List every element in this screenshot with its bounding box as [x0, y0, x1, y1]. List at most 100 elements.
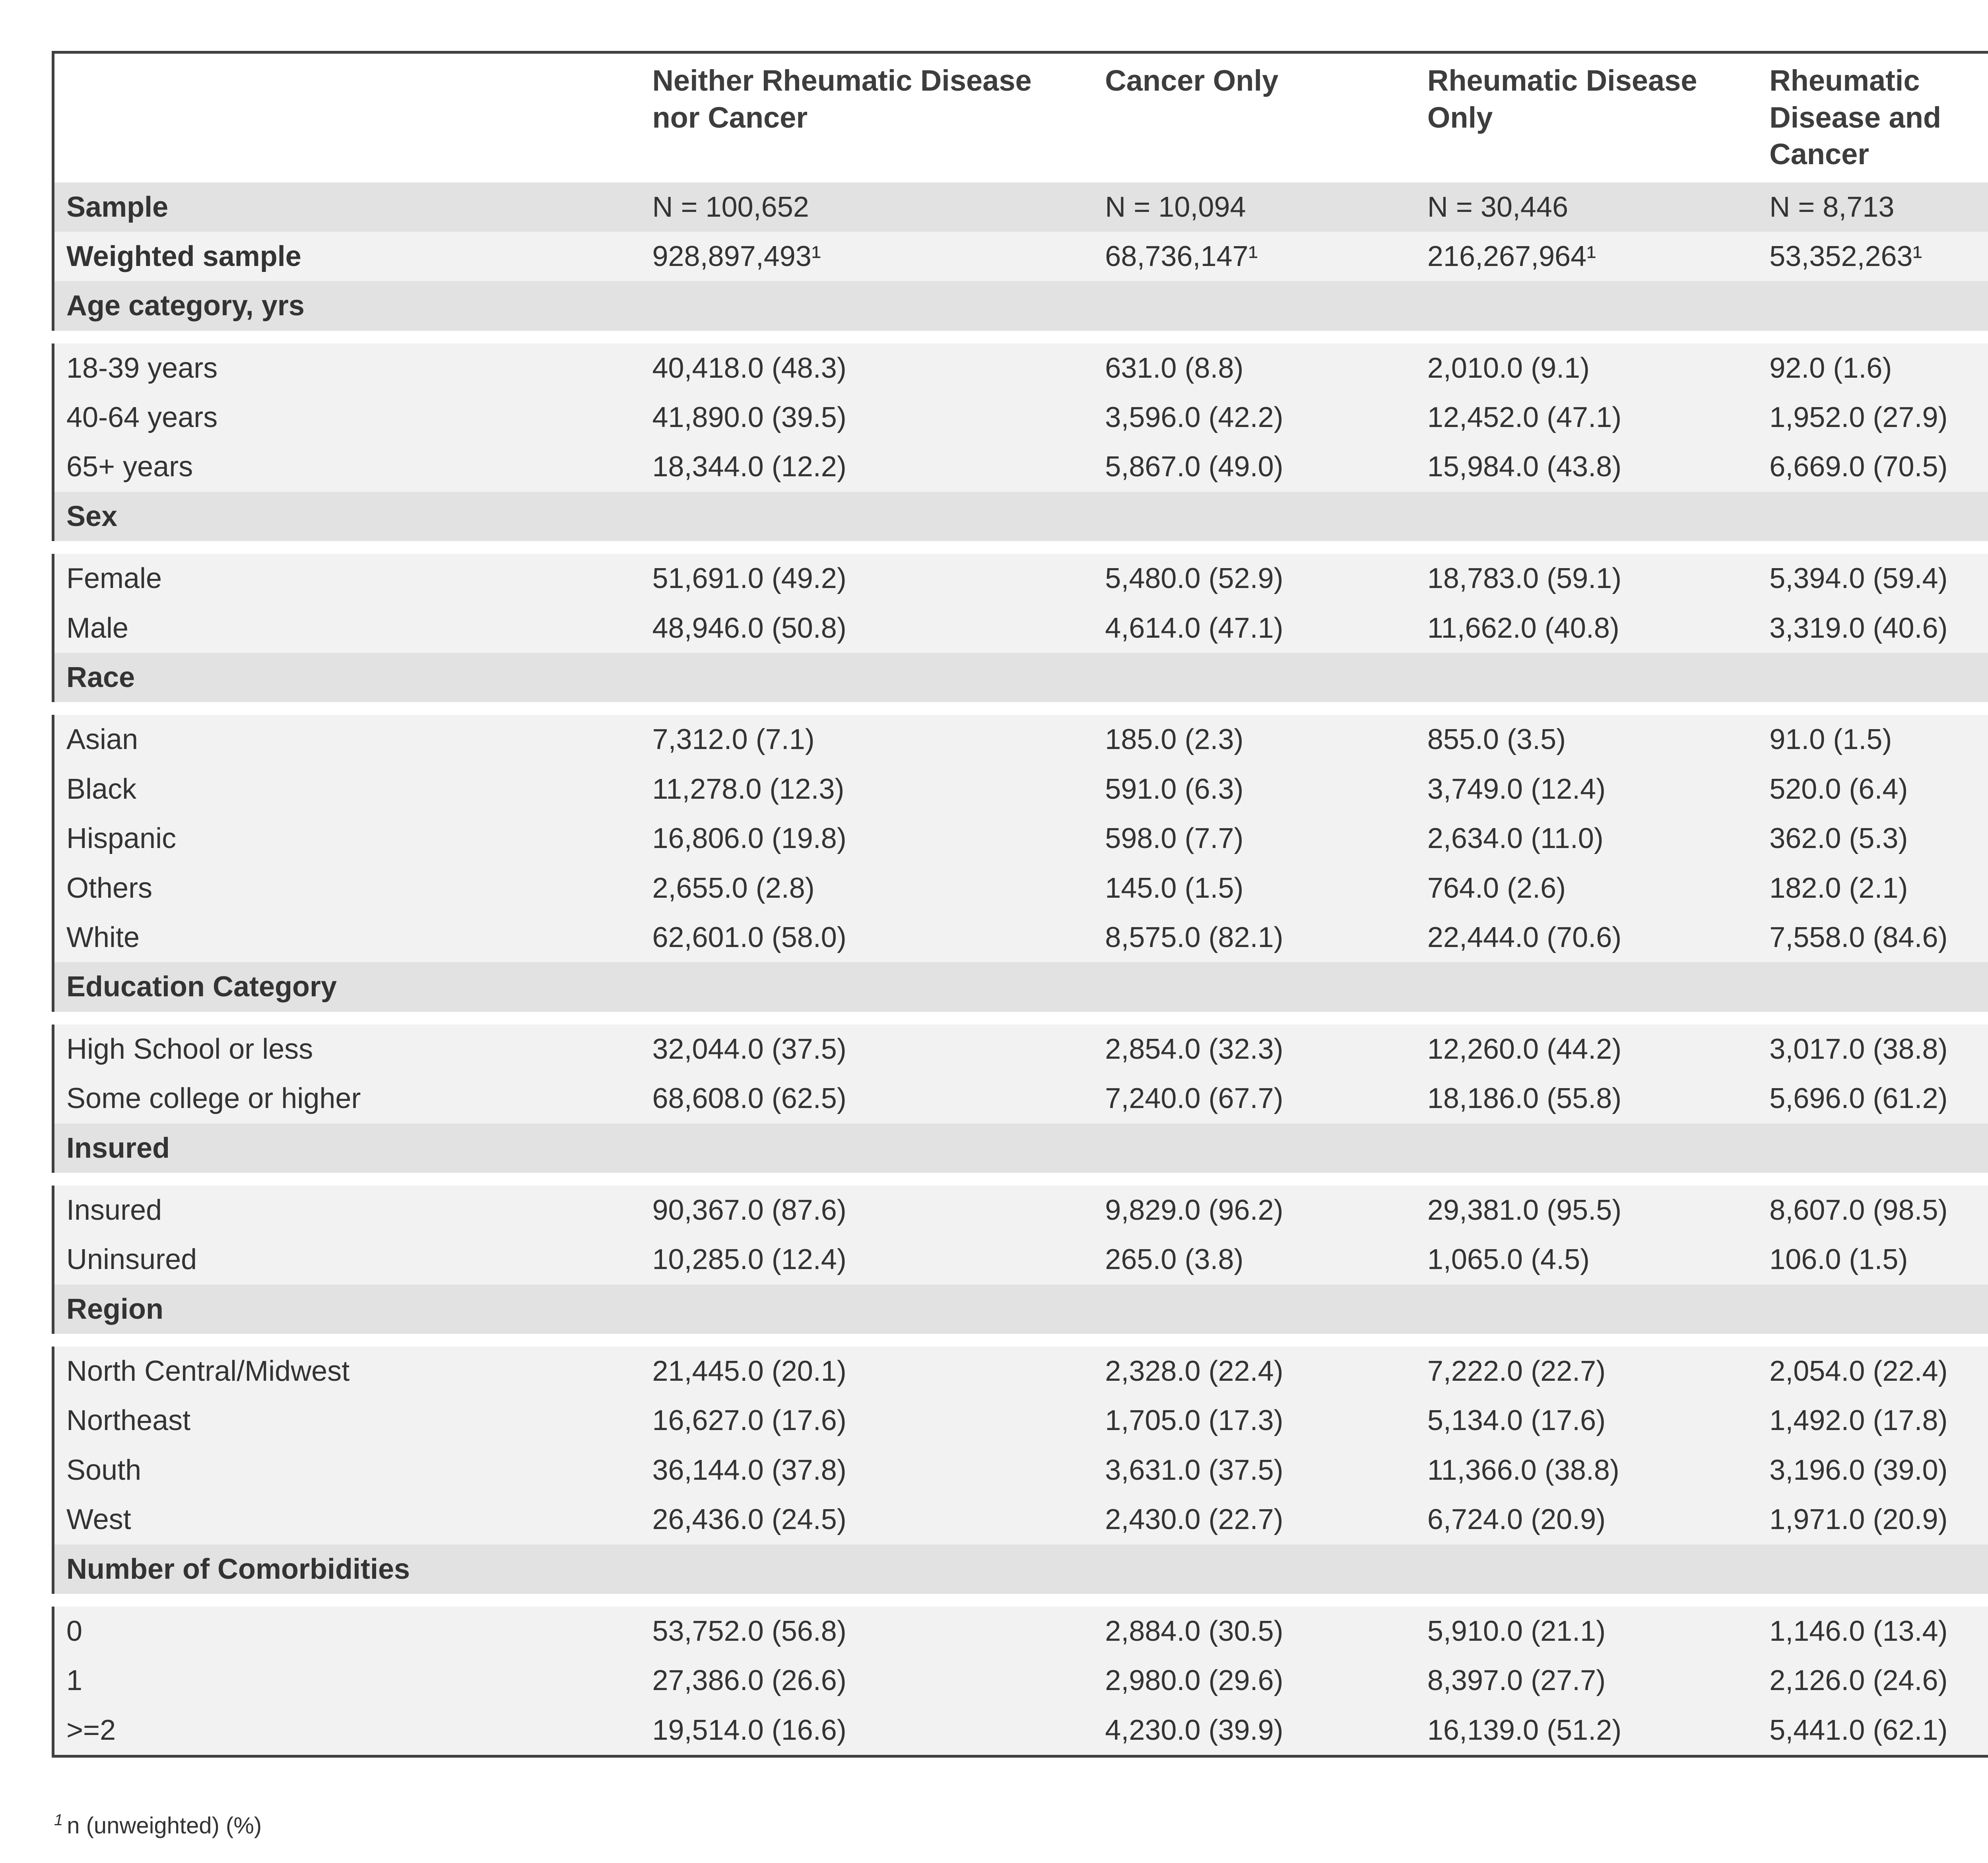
cell-value: 1,146.0 (13.4): [1757, 1600, 1988, 1656]
cell-value: 3,017.0 (38.8): [1757, 1018, 1988, 1074]
cell-value: 8,575.0 (82.1): [1093, 913, 1415, 962]
cell-value: 92.0 (1.6): [1757, 337, 1988, 393]
row-label: Others: [53, 864, 641, 913]
cell-value: 27,386.0 (26.6): [640, 1656, 1093, 1705]
cell-value: 7,240.0 (67.7): [1093, 1074, 1415, 1123]
footnote-marker: 1: [54, 1811, 63, 1829]
cell-value: 2,884.0 (30.5): [1093, 1600, 1415, 1656]
row-label: Sample: [53, 182, 641, 232]
row-label: Male: [53, 604, 641, 653]
cell-value: 21,445.0 (20.1): [640, 1340, 1093, 1396]
cell-value: [1093, 962, 1415, 1018]
section-row: Region: [53, 1285, 1988, 1340]
cell-value: 3,749.0 (12.4): [1415, 765, 1757, 814]
row-label: 1: [53, 1656, 641, 1705]
cell-value: 90,367.0 (87.6): [640, 1179, 1093, 1235]
cell-value: 2,054.0 (22.4): [1757, 1340, 1988, 1396]
section-label: Race: [53, 653, 641, 708]
cell-value: 19,514.0 (16.6): [640, 1706, 1093, 1756]
section-row: Number of Comorbidities: [53, 1545, 1988, 1600]
cell-value: [640, 1285, 1093, 1340]
row-label: Hispanic: [53, 814, 641, 863]
cell-value: 16,627.0 (17.6): [640, 1396, 1093, 1445]
cell-value: 4,614.0 (47.1): [1093, 604, 1415, 653]
cell-value: 3,319.0 (40.6): [1757, 604, 1988, 653]
row-label: High School or less: [53, 1018, 641, 1074]
section-label: Education Category: [53, 962, 641, 1018]
cell-value: 9,829.0 (96.2): [1093, 1179, 1415, 1235]
cell-value: [1093, 1285, 1415, 1340]
row-label: Female: [53, 547, 641, 603]
footnote-text: n (unweighted) (%): [67, 1813, 262, 1839]
row-label: West: [53, 1495, 641, 1544]
column-header: Rheumatic Disease Only: [1415, 52, 1757, 182]
column-header: Cancer Only: [1093, 52, 1415, 182]
section-label: Insured: [53, 1124, 641, 1179]
cell-value: 2,010.0 (9.1): [1415, 337, 1757, 393]
cell-value: 36,144.0 (37.8): [640, 1446, 1093, 1495]
cell-value: 2,328.0 (22.4): [1093, 1340, 1415, 1396]
cell-value: 6,669.0 (70.5): [1757, 442, 1988, 491]
cell-value: [1415, 281, 1757, 337]
cell-value: 91.0 (1.5): [1757, 708, 1988, 764]
cell-value: 68,608.0 (62.5): [640, 1074, 1093, 1123]
cell-value: 1,705.0 (17.3): [1093, 1396, 1415, 1445]
cell-value: 185.0 (2.3): [1093, 708, 1415, 764]
cell-value: [640, 1124, 1093, 1179]
row-label: South: [53, 1446, 641, 1495]
cell-value: 1,492.0 (17.8): [1757, 1396, 1988, 1445]
row-label: Insured: [53, 1179, 641, 1235]
cell-value: 12,260.0 (44.2): [1415, 1018, 1757, 1074]
cell-value: 6,724.0 (20.9): [1415, 1495, 1757, 1544]
section-row: Race: [53, 653, 1988, 708]
cell-value: [1757, 281, 1988, 337]
cell-value: 5,134.0 (17.6): [1415, 1396, 1757, 1445]
cell-value: 2,980.0 (29.6): [1093, 1656, 1415, 1705]
cell-value: 3,596.0 (42.2): [1093, 393, 1415, 442]
section-label: Age category, yrs: [53, 281, 641, 337]
cell-value: 7,558.0 (84.6): [1757, 913, 1988, 962]
section-row: Age category, yrs: [53, 281, 1988, 337]
cell-value: 2,655.0 (2.8): [640, 864, 1093, 913]
cell-value: 591.0 (6.3): [1093, 765, 1415, 814]
section-row: Education Category: [53, 962, 1988, 1018]
cell-value: 7,312.0 (7.1): [640, 708, 1093, 764]
cell-value: 51,691.0 (49.2): [640, 547, 1093, 603]
cell-value: 3,631.0 (37.5): [1093, 1446, 1415, 1495]
cell-value: 18,344.0 (12.2): [640, 442, 1093, 491]
row-label: North Central/Midwest: [53, 1340, 641, 1396]
section-row: Insured: [53, 1124, 1988, 1179]
corner-cell: [53, 52, 641, 182]
cell-value: 520.0 (6.4): [1757, 765, 1988, 814]
cell-value: 2,126.0 (24.6): [1757, 1656, 1988, 1705]
cell-value: 41,890.0 (39.5): [640, 393, 1093, 442]
cell-value: 3,196.0 (39.0): [1757, 1446, 1988, 1495]
cell-value: 928,897,493¹: [640, 232, 1093, 281]
cell-value: [1415, 1124, 1757, 1179]
cell-value: 8,397.0 (27.7): [1415, 1656, 1757, 1705]
cell-value: 48,946.0 (50.8): [640, 604, 1093, 653]
cell-value: [640, 281, 1093, 337]
cell-value: 10,285.0 (12.4): [640, 1235, 1093, 1284]
cell-value: [640, 653, 1093, 708]
cell-value: [1093, 653, 1415, 708]
row-label: 40-64 years: [53, 393, 641, 442]
row-label: 0: [53, 1600, 641, 1656]
